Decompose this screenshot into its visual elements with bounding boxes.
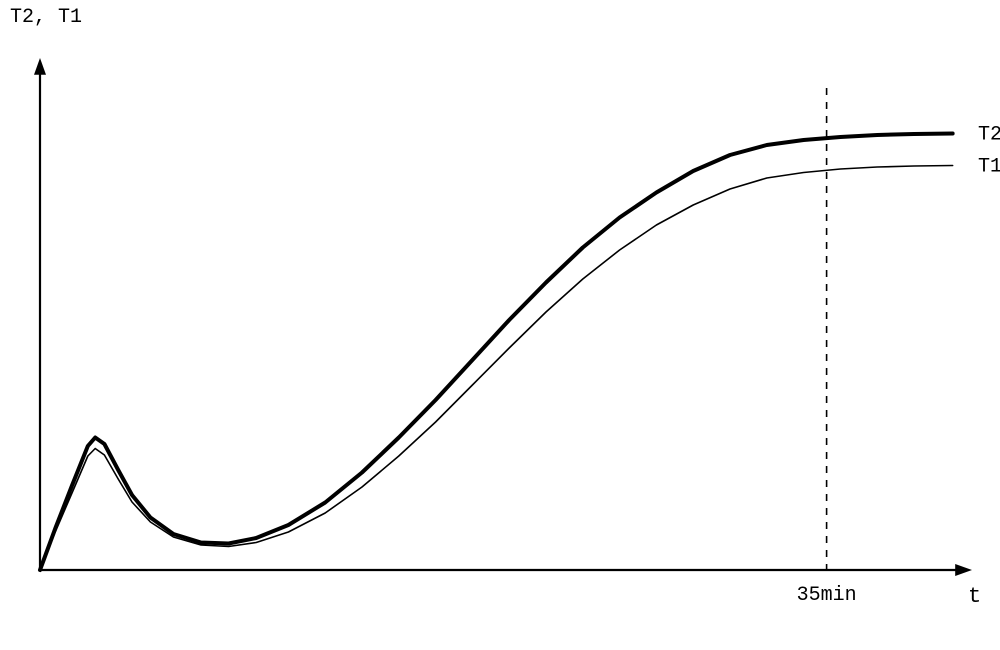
y-axis-arrow — [34, 58, 46, 75]
curve-label-t2: T2 — [978, 124, 1000, 147]
curve-t1 — [40, 166, 953, 571]
top-axis-title: T2, T1 — [10, 6, 82, 29]
chart-svg: T2, T1 35min t T2 T1 — [0, 0, 1000, 650]
curve-label-t1: T1 — [978, 156, 1000, 179]
x-axis-arrow — [955, 564, 972, 576]
x-axis-title: t — [968, 584, 981, 609]
curve-t2 — [40, 134, 953, 571]
x-tick-35min: 35min — [797, 584, 857, 607]
